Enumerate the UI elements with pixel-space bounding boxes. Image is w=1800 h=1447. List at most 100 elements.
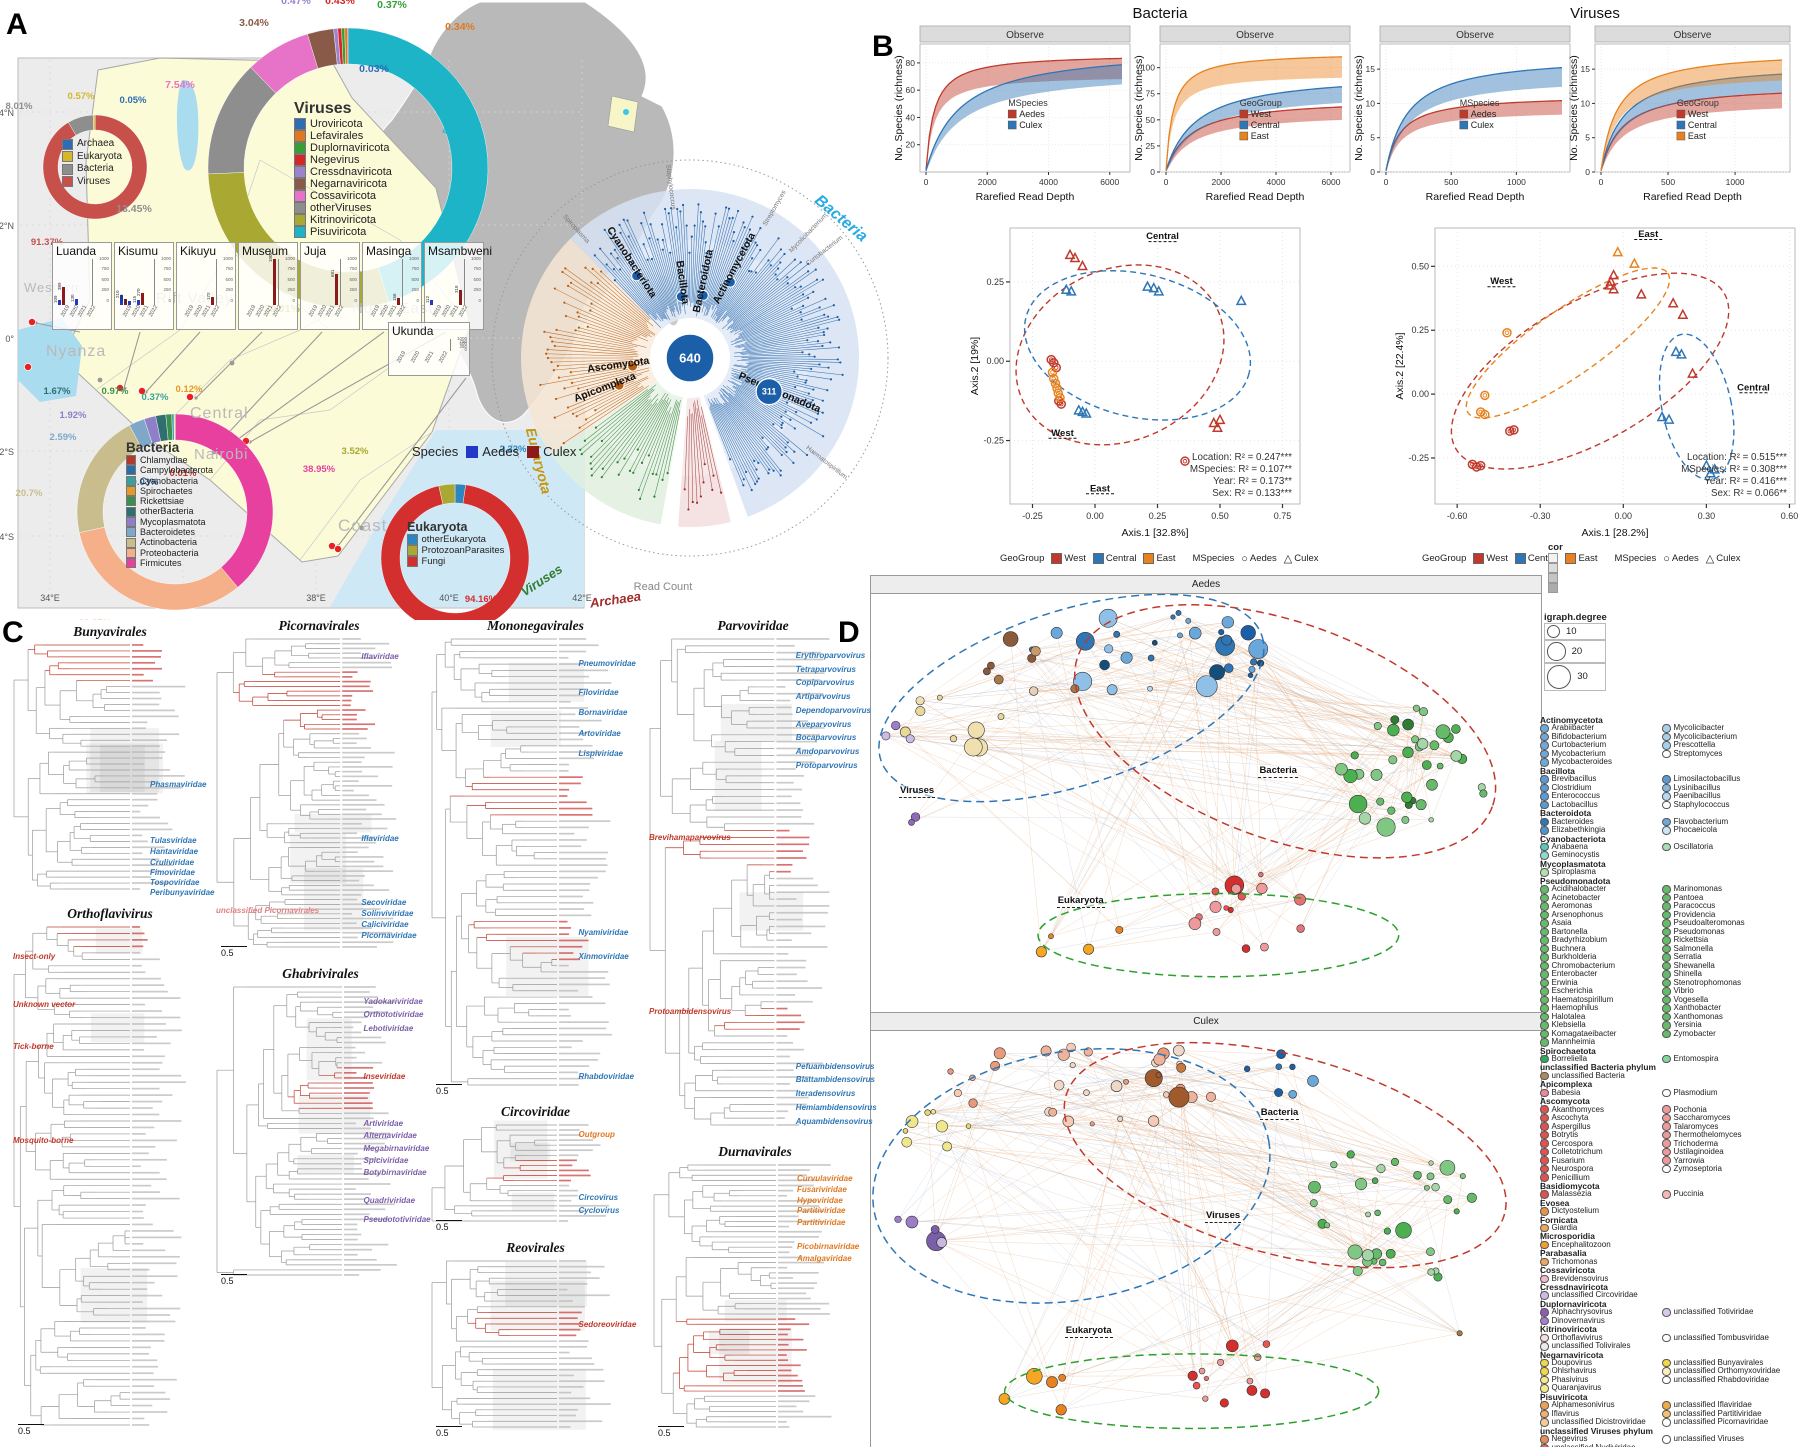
taxa-item: Lysinibacillus — [1662, 783, 1798, 793]
family-label: Tetraparvovirus — [795, 664, 856, 674]
legend-swatch — [126, 506, 136, 517]
taxa-item: Colletotrichum — [1540, 1147, 1662, 1157]
svg-text:No. Species (richness): No. Species (richness) — [1353, 55, 1365, 161]
svg-text:0.37%: 0.37% — [142, 392, 169, 403]
family-label: Phasmaviridae — [150, 779, 207, 789]
taxa-group-header: Actinomycetota — [1540, 715, 1603, 725]
svg-text:6000: 6000 — [1322, 177, 1341, 187]
igraph-degree-legend: igraph.degree 10 20 30 — [1544, 612, 1607, 691]
svg-text:0: 0 — [1599, 177, 1604, 187]
legend-item: Archaea — [62, 138, 122, 151]
svg-text:East: East — [1090, 483, 1111, 494]
taxa-item: Oscillatoria — [1662, 842, 1798, 852]
taxa-group-header: Microsporidia — [1540, 1231, 1595, 1242]
svg-text:0.25: 0.25 — [1149, 511, 1167, 521]
svg-text:West: West — [1688, 109, 1709, 119]
taxa-item: Penicillium — [1540, 1173, 1662, 1182]
panel-b-title-viruses: Viruses — [1570, 5, 1620, 22]
taxa-item: Thermothelomyces — [1662, 1130, 1798, 1140]
family-label: Megabirnaviridae — [363, 1144, 430, 1154]
taxa-item: unclassified Iflaviridae — [1662, 1401, 1798, 1410]
svg-text:15: 15 — [1581, 64, 1591, 74]
taxa-item: Paenibacillus — [1662, 792, 1798, 801]
svg-text:2000: 2000 — [1212, 177, 1231, 187]
panel-a-overlay: Archaea Eukaryota Bacteria Viruses Viruses Ur… — [0, 0, 910, 620]
taxa-item: Arabiibacter — [1540, 724, 1662, 733]
svg-text:38°E: 38°E — [306, 593, 326, 603]
network-strip-title: Aedes — [871, 576, 1541, 594]
svg-text:0.05%: 0.05% — [120, 95, 147, 106]
legend-swatch — [294, 142, 306, 154]
taxa-group-header: Apicomplexa — [1540, 1079, 1593, 1090]
legend-item: Chlamydiae — [126, 455, 213, 466]
taxa-item: Klebsiella — [1540, 1021, 1662, 1030]
legend-item: Mycoplasmatota — [126, 517, 213, 527]
geogroup-swatch-West — [1051, 553, 1063, 564]
taxa-item: Arsenophonus — [1540, 910, 1662, 920]
legend-item: otherBacteria — [126, 506, 213, 517]
donut-slice-Eukaryota — [92, 114, 96, 131]
tree-title: Bunyavirales — [73, 624, 147, 639]
svg-text:Rarefied Read Depth: Rarefied Read Depth — [976, 191, 1075, 203]
svg-text:60: 60 — [906, 85, 916, 95]
eukaryota_donut-title: Eukaryota — [407, 520, 468, 534]
collection-site-dot — [334, 545, 342, 553]
taxa-item: Clostridium — [1540, 783, 1662, 793]
taxa-item: Fusarium — [1540, 1156, 1662, 1165]
phylo-tree-reovirales: Reovirales Sedoreoviridae 0.5 — [428, 1240, 643, 1442]
taxa-item: Asaia — [1540, 919, 1662, 928]
taxa-item: Zymoseptoria — [1662, 1164, 1798, 1174]
collection-bar — [211, 297, 215, 305]
taxa-item: Yarrowia — [1662, 1156, 1798, 1165]
taxa-item: unclassified Picornaviridae — [1662, 1418, 1798, 1427]
taxa-item: Dinovernavirus — [1540, 1316, 1662, 1326]
legend-swatch — [62, 138, 73, 150]
family-label: Partitiviridae — [797, 1206, 846, 1216]
legend-swatch — [126, 465, 136, 476]
panel-label-c: C — [2, 616, 24, 649]
taxa-item: Anabaena — [1540, 842, 1662, 852]
collection-bar — [429, 299, 433, 305]
taxa-item: Trichomonas — [1540, 1257, 1662, 1267]
svg-text:0.60: 0.60 — [1781, 511, 1799, 521]
circular-phylogram: Cyanobacteriota Bacillota BacteroidotaActi… — [491, 159, 889, 611]
taxa-item: unclassified Tolivirales — [1540, 1342, 1662, 1351]
legend-swatch — [407, 556, 418, 567]
taxa-item: Phasivirus — [1540, 1375, 1662, 1385]
svg-text:2.59%: 2.59% — [50, 432, 77, 443]
network-legend-row: GeoGroup West Central East MSpecies ○ Aedes △ Cu… — [1422, 552, 1741, 566]
taxa-item: Xanthobacter — [1662, 1004, 1798, 1013]
svg-text:East: East — [1251, 131, 1270, 141]
legend-swatch — [126, 547, 136, 558]
panel-label-b: B — [872, 30, 894, 63]
svg-text:-0.60: -0.60 — [1447, 511, 1468, 521]
taxa-group-header: unclassified Bacteria phylum — [1540, 1062, 1656, 1073]
svg-text:Axis.2 [19%]: Axis.2 [19%] — [969, 337, 981, 395]
site-name: Msambweni — [428, 244, 493, 258]
svg-text:Central: Central — [1688, 120, 1717, 130]
svg-text:West: West — [1490, 276, 1513, 287]
phylo-tree-parvoviridae: Parvoviridae Erythroparvovirus Tetraparvov… — [646, 618, 877, 1140]
collection-bar — [123, 299, 127, 305]
svg-text:0: 0 — [1585, 167, 1590, 177]
taxa-item: Yersinia — [1662, 1021, 1798, 1030]
svg-text:0.00: 0.00 — [986, 356, 1004, 366]
taxa-item: Escherichia — [1540, 987, 1662, 996]
geogroup-swatch-East — [1143, 553, 1155, 564]
family-label: Secoviridae — [361, 898, 407, 908]
taxa-item: Brevidensovirus — [1540, 1274, 1662, 1283]
legend-item: Cyanobacteria — [126, 476, 213, 486]
network-legend-row: GeoGroup West Central East MSpecies ○ Aedes △ Cu… — [1000, 552, 1319, 566]
family-label: Tulasviridae — [150, 835, 197, 845]
family-label: Curvulaviridae — [797, 1174, 853, 1184]
collection-bar — [335, 273, 339, 305]
taxa-item: Limosilactobacillus — [1662, 775, 1798, 784]
legend-swatch — [126, 455, 136, 466]
viruses_donut-legend: Viruses Uroviricota Lefavirales Duplornavir… — [294, 100, 392, 238]
collection-bar — [459, 290, 463, 305]
taxa-item: Mannheimia — [1540, 1038, 1662, 1047]
svg-text:640: 640 — [679, 351, 701, 366]
taxa-item: Chromobacterium — [1540, 961, 1662, 971]
taxa-item: unclassified Totiviridae — [1662, 1308, 1798, 1317]
svg-text:0.00: 0.00 — [1086, 511, 1104, 521]
